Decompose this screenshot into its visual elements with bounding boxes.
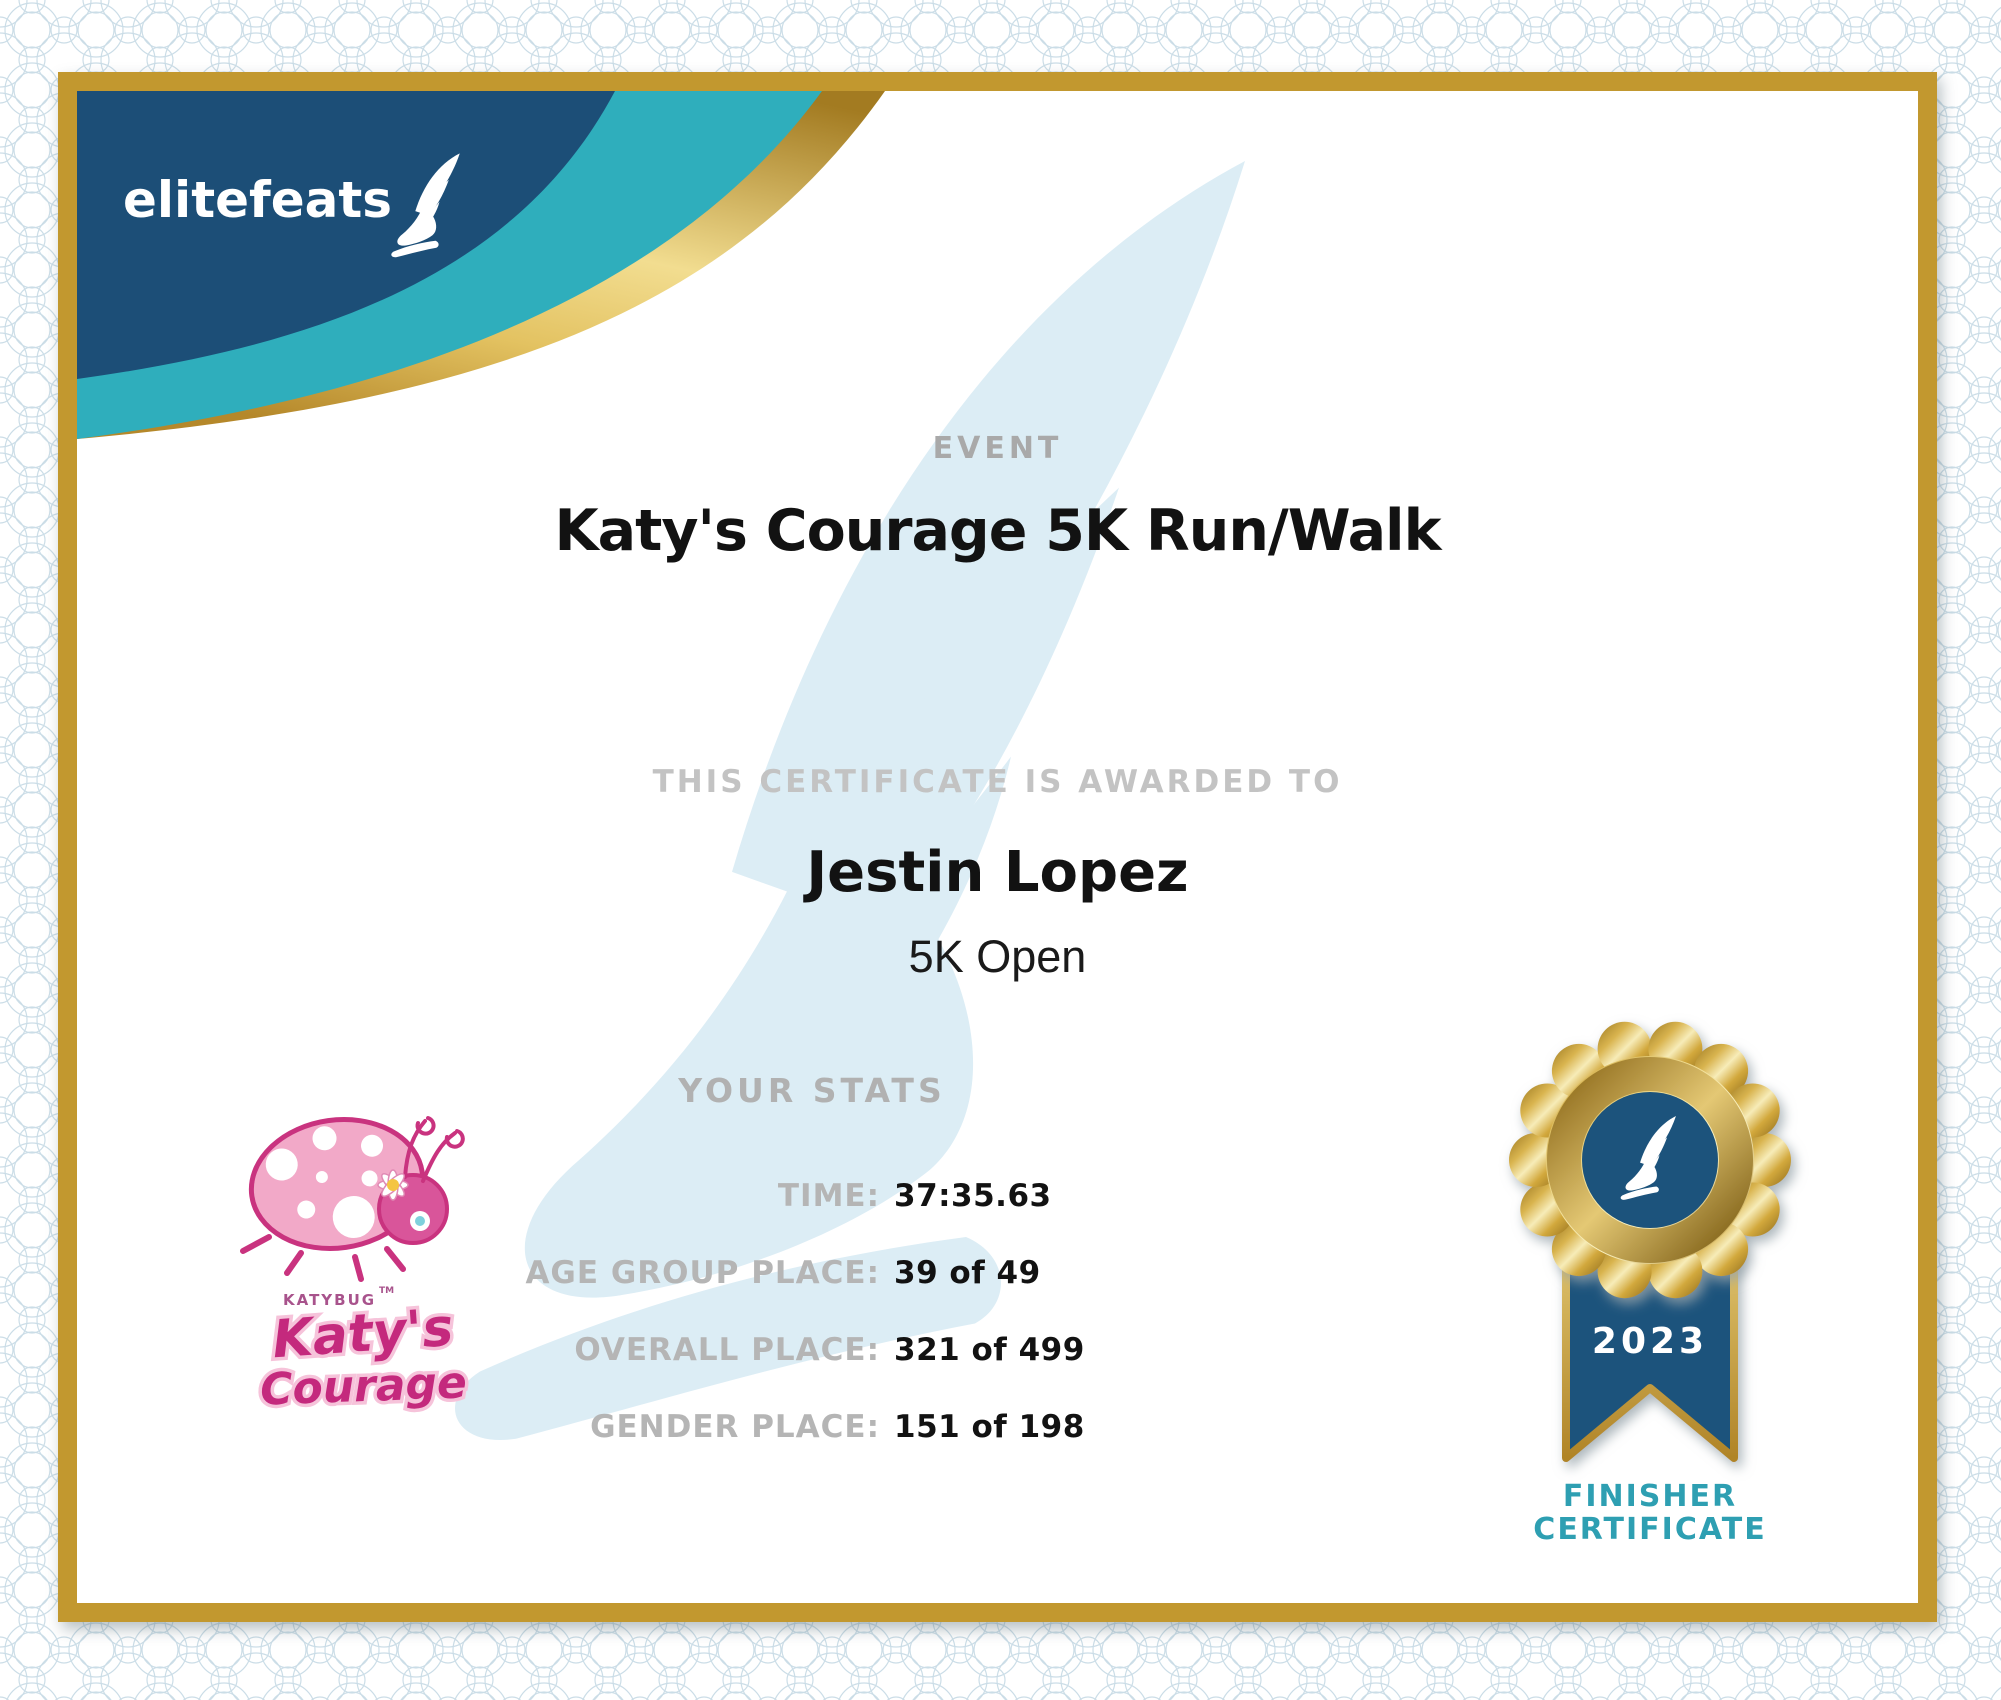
stat-row-age-group-place: AGE GROUP PLACE: 39 of 49	[400, 1234, 1320, 1311]
finisher-caption: FINISHER CERTIFICATE	[1490, 1480, 1810, 1546]
winged-foot-icon	[391, 153, 460, 258]
stat-value: 37:35.63	[894, 1177, 1052, 1214]
stat-label: AGE GROUP PLACE:	[525, 1254, 880, 1291]
header-wave-navy	[77, 91, 615, 379]
watermark-winged-foot-icon	[455, 161, 1245, 1440]
katybug-text: KATYBUG	[283, 1291, 376, 1309]
header-waves	[77, 91, 885, 439]
medal-rosette-icon: 2023	[1509, 1021, 1791, 1462]
certificate-frame: elitefeats EVENT Katy's Courage 5K Run/W…	[58, 72, 1937, 1622]
finisher-caption-line2: CERTIFICATE	[1533, 1512, 1767, 1547]
courage-text: Courage	[259, 1357, 467, 1415]
finisher-caption-line1: FINISHER	[1562, 1479, 1738, 1514]
awarded-to-label: THIS CERTIFICATE IS AWARDED TO	[652, 764, 1343, 800]
event-title: Katy's Courage 5K Run/Walk	[554, 498, 1442, 564]
stat-value: 151 of 198	[894, 1408, 1085, 1445]
stat-value: 321 of 499	[894, 1331, 1085, 1368]
katybug-tm: TM	[379, 1286, 394, 1296]
stat-label: OVERALL PLACE:	[574, 1331, 880, 1368]
your-stats-heading: YOUR STATS	[678, 1071, 946, 1110]
katys-courage-logo: KATYBUG TM Katy's Courage	[227, 1079, 501, 1419]
elitefeats-logo: elitefeats	[123, 153, 466, 263]
stat-row-time: TIME: 37:35.63	[400, 1157, 1320, 1234]
stat-row-gender-place: GENDER PLACE: 151 of 198	[400, 1388, 1320, 1465]
division-name: 5K Open	[908, 931, 1087, 982]
ladybug-icon: KATYBUG TM Katy's Courage	[240, 1116, 471, 1419]
finisher-medal: 2023	[1490, 996, 1810, 1586]
stat-label: TIME:	[777, 1177, 880, 1214]
recipient-name: Jestin Lopez	[806, 840, 1189, 905]
stat-value: 39 of 49	[894, 1254, 1041, 1291]
medal-year: 2023	[1592, 1321, 1708, 1362]
stat-label: GENDER PLACE:	[590, 1408, 880, 1445]
stat-row-overall-place: OVERALL PLACE: 321 of 499	[400, 1311, 1320, 1388]
elitefeats-logo-text: elitefeats	[123, 171, 393, 229]
stats-list: TIME: 37:35.63 AGE GROUP PLACE: 39 of 49…	[400, 1157, 1320, 1465]
event-label: EVENT	[932, 431, 1063, 466]
certificate-body: elitefeats EVENT Katy's Courage 5K Run/W…	[77, 91, 1918, 1603]
medal-winged-foot-icon	[1620, 1116, 1676, 1200]
